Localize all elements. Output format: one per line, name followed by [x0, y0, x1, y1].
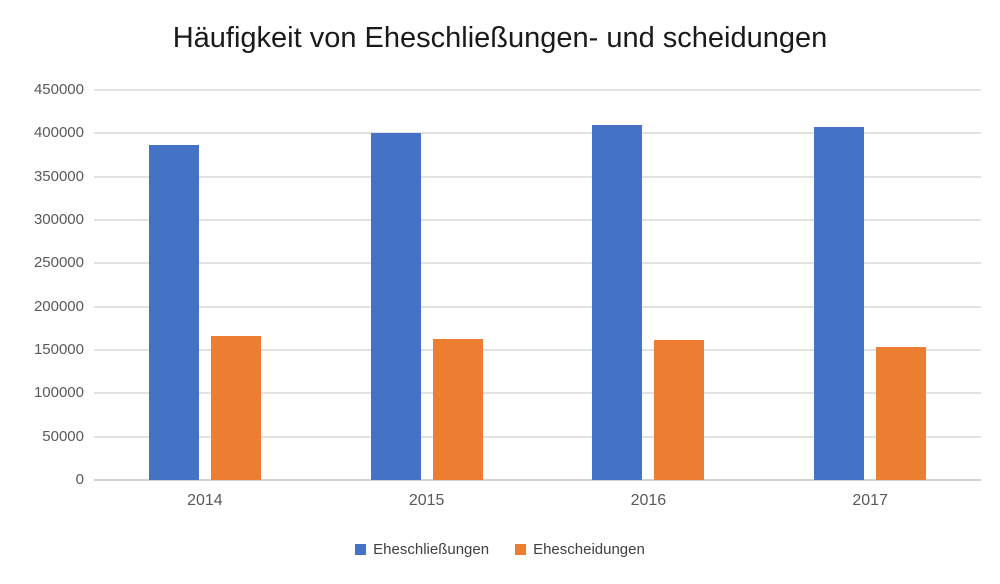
- bar-ehescheidungen-2014: [210, 336, 261, 480]
- x-axis: 2014 2015 2016 2017: [94, 492, 981, 514]
- y-axis-label: 300000: [33, 211, 84, 228]
- y-axis-label: 0: [75, 471, 84, 488]
- x-axis-line: [94, 479, 981, 481]
- y-axis-label: 100000: [33, 384, 84, 402]
- gridline: [94, 262, 981, 265]
- bar-eheschliessungen-2017: [814, 127, 865, 480]
- y-axis: 0 50000 100000 150000 200000 250000 300000 3500…: [0, 82, 84, 488]
- gridline: [94, 219, 981, 221]
- y-axis-label: 250000: [33, 254, 84, 272]
- x-axis-label: 2014: [187, 492, 223, 509]
- gridline: [94, 89, 981, 91]
- y-axis-label: 150000: [33, 341, 84, 358]
- x-axis-label: 2015: [408, 492, 445, 509]
- y-axis-label: 350000: [33, 167, 84, 185]
- legend-item-eheschliessungen: Eheschließungen: [355, 541, 489, 558]
- bar-eheschliessungen-2014: [148, 144, 199, 480]
- legend-swatch-icon: [515, 544, 527, 555]
- x-axis-label: 2017: [852, 492, 888, 509]
- gridline: [94, 435, 981, 438]
- y-axis-label: 450000: [33, 81, 84, 98]
- bar-ehescheidungen-2015: [432, 338, 483, 480]
- gridline: [94, 305, 981, 308]
- legend-swatch-icon: [355, 544, 367, 555]
- bar-ehescheidungen-2017: [876, 347, 927, 480]
- bar-ehescheidungen-2016: [654, 339, 705, 480]
- x-axis-label: 2016: [630, 492, 667, 509]
- gridline: [94, 392, 981, 395]
- legend-label: Ehescheidungen: [533, 541, 645, 558]
- y-axis-label: 50000: [42, 427, 84, 445]
- gridline: [94, 132, 981, 135]
- y-axis-label: 400000: [33, 124, 84, 142]
- y-axis-label: 200000: [33, 297, 84, 315]
- gridline: [94, 349, 981, 351]
- legend-label: Eheschließungen: [373, 541, 490, 558]
- chart-title: Häufigkeit von Eheschließungen- und sche…: [172, 22, 828, 54]
- legend-item-ehescheidungen: Ehescheidungen: [515, 541, 645, 558]
- bar-eheschliessungen-2016: [592, 124, 643, 480]
- plot-area: [94, 89, 981, 481]
- bar-eheschliessungen-2015: [370, 133, 421, 480]
- legend: Eheschließungen Ehescheidungen: [0, 541, 1000, 558]
- gridline: [94, 175, 981, 178]
